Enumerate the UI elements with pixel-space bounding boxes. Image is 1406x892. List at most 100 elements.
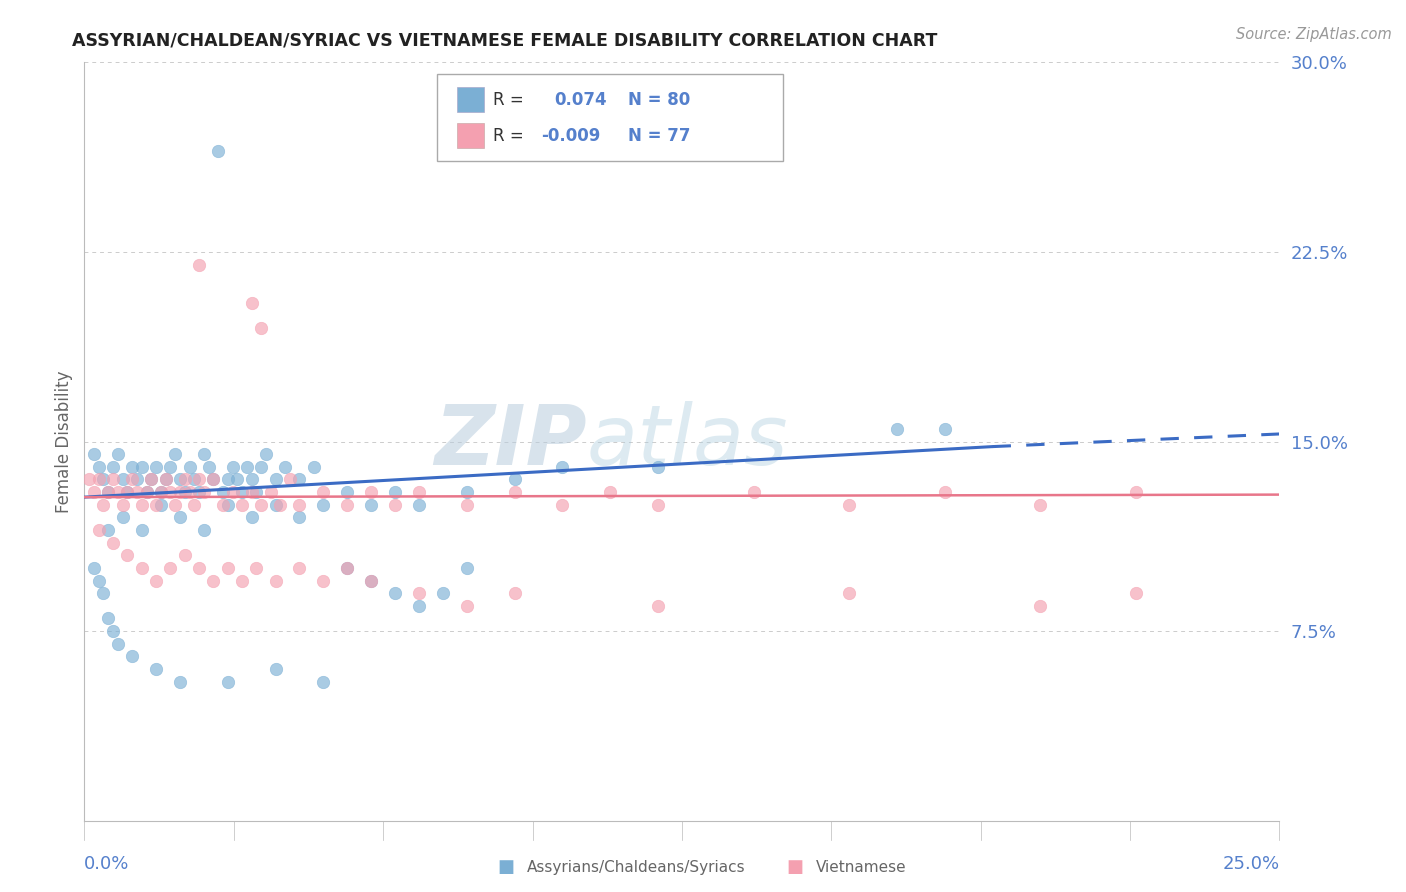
Point <box>101 535 124 549</box>
Point <box>264 574 287 588</box>
Point <box>269 498 291 512</box>
Point <box>217 561 239 575</box>
Point <box>384 586 406 600</box>
Point <box>231 498 253 512</box>
Point <box>101 459 124 474</box>
Point <box>87 523 110 537</box>
Point <box>188 561 211 575</box>
Point <box>97 485 120 500</box>
Point <box>217 674 239 689</box>
Point <box>1029 498 1052 512</box>
Point <box>240 473 263 487</box>
Point <box>336 561 359 575</box>
Text: 0.0%: 0.0% <box>84 855 129 872</box>
Text: R =: R = <box>494 127 529 145</box>
Point <box>131 459 153 474</box>
Point <box>87 459 110 474</box>
Point <box>245 561 267 575</box>
Point <box>221 459 243 474</box>
Point <box>264 662 287 676</box>
Point <box>934 485 956 500</box>
Point <box>101 624 124 639</box>
Point <box>131 498 153 512</box>
Text: N = 77: N = 77 <box>628 127 690 145</box>
Point <box>197 459 219 474</box>
Point <box>131 523 153 537</box>
Point <box>838 498 860 512</box>
Point <box>838 586 860 600</box>
Point <box>207 144 229 158</box>
Point <box>647 599 669 613</box>
Text: Assyrians/Chaldeans/Syriacs: Assyrians/Chaldeans/Syriacs <box>527 860 745 874</box>
Point <box>226 473 249 487</box>
Point <box>173 485 195 500</box>
Point <box>245 485 267 500</box>
Text: ASSYRIAN/CHALDEAN/SYRIAC VS VIETNAMESE FEMALE DISABILITY CORRELATION CHART: ASSYRIAN/CHALDEAN/SYRIAC VS VIETNAMESE F… <box>73 32 938 50</box>
Point <box>202 473 225 487</box>
Point <box>107 637 129 651</box>
Point <box>202 574 225 588</box>
Point <box>117 485 139 500</box>
Point <box>125 485 148 500</box>
Point <box>165 447 187 461</box>
Text: Vietnamese: Vietnamese <box>815 860 905 874</box>
Point <box>360 574 382 588</box>
Point <box>240 510 263 524</box>
Point <box>193 485 215 500</box>
Point <box>169 485 191 500</box>
Point <box>260 485 283 500</box>
Text: 0.074: 0.074 <box>554 91 606 109</box>
Point <box>83 485 105 500</box>
Point <box>264 473 287 487</box>
Point <box>93 498 115 512</box>
Point <box>1125 586 1147 600</box>
Point <box>250 459 273 474</box>
Point <box>169 510 191 524</box>
Point <box>231 485 253 500</box>
Point <box>165 498 187 512</box>
Point <box>212 498 235 512</box>
Point <box>193 523 215 537</box>
Point <box>312 674 335 689</box>
Point <box>159 459 181 474</box>
Point <box>93 586 115 600</box>
Point <box>408 599 430 613</box>
Point <box>312 485 335 500</box>
Point <box>456 498 478 512</box>
Point <box>278 473 301 487</box>
Text: atlas: atlas <box>586 401 787 482</box>
Point <box>288 498 311 512</box>
Point <box>149 485 172 500</box>
Point <box>121 649 143 664</box>
FancyBboxPatch shape <box>437 74 783 161</box>
Point <box>432 586 454 600</box>
Point <box>742 485 765 500</box>
Text: Source: ZipAtlas.com: Source: ZipAtlas.com <box>1236 27 1392 42</box>
Point <box>179 485 201 500</box>
Point <box>155 473 177 487</box>
Point <box>384 485 406 500</box>
Point <box>250 498 273 512</box>
Point <box>551 459 574 474</box>
Point <box>145 459 167 474</box>
Point <box>503 485 526 500</box>
Point <box>87 473 110 487</box>
Point <box>121 473 143 487</box>
Point <box>183 473 205 487</box>
Point <box>934 422 956 436</box>
Point <box>145 498 167 512</box>
Point <box>384 498 406 512</box>
Point <box>117 548 139 563</box>
Point <box>97 485 120 500</box>
Point <box>217 473 239 487</box>
Point <box>360 574 382 588</box>
Point <box>456 561 478 575</box>
Point <box>336 561 359 575</box>
Text: ■: ■ <box>498 858 515 876</box>
Point <box>250 320 273 334</box>
Point <box>83 561 105 575</box>
Point <box>274 459 297 474</box>
Point <box>886 422 908 436</box>
Point <box>141 473 163 487</box>
Point <box>302 459 325 474</box>
